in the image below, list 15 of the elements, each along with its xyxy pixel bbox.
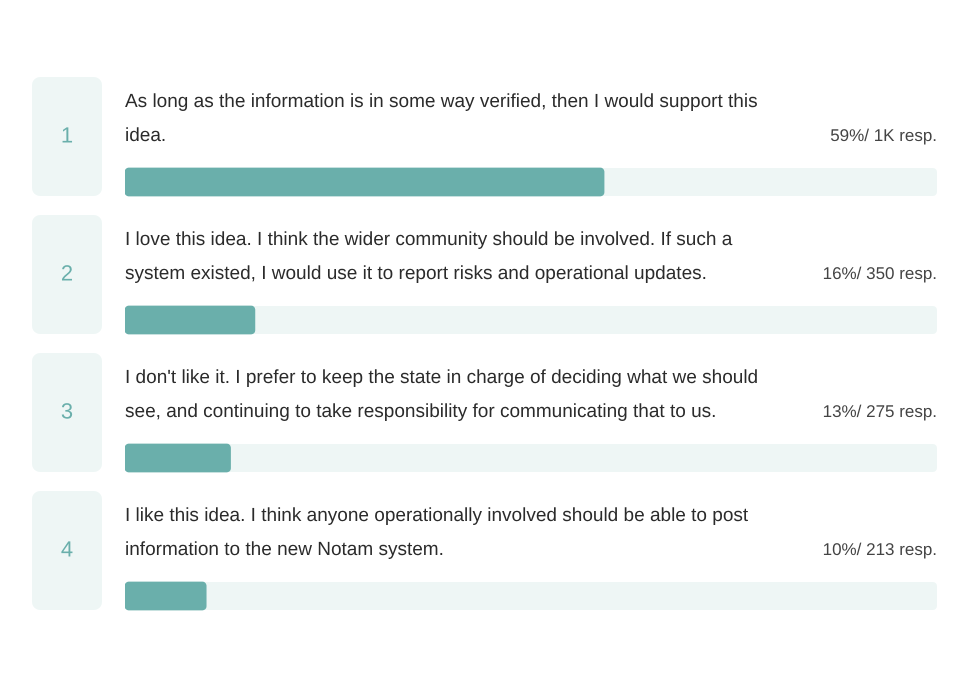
data-label: 13%/ 275 resp. <box>822 402 937 421</box>
data-label: 10%/ 213 resp. <box>822 540 937 559</box>
bar <box>125 444 231 472</box>
text: 2 <box>60 260 74 286</box>
y-tick-label: As long as the information is in some way verified, then I would support this idea. <box>125 91 758 146</box>
y-tick-label: I love this idea. I think the wider community should be involved. If such a system existed, I would use it to report risks and operational updates. <box>125 229 733 284</box>
bar <box>125 306 256 334</box>
y-tick-label: I don't like it. I prefer to keep the state in charge of deciding what we should see, and continuing to take responsibility for communicating that to us. <box>125 367 758 422</box>
text: 4 <box>60 536 74 562</box>
data-label: 59%/ 1K resp. <box>830 126 937 145</box>
data-label: 16%/ 350 resp. <box>822 264 937 283</box>
text: 3 <box>60 398 74 424</box>
y-tick-label: I like this idea. I think anyone operationally involved should be able to post information to the new Notam system. <box>125 505 749 560</box>
text: 1 <box>60 122 74 148</box>
bar <box>125 582 207 610</box>
